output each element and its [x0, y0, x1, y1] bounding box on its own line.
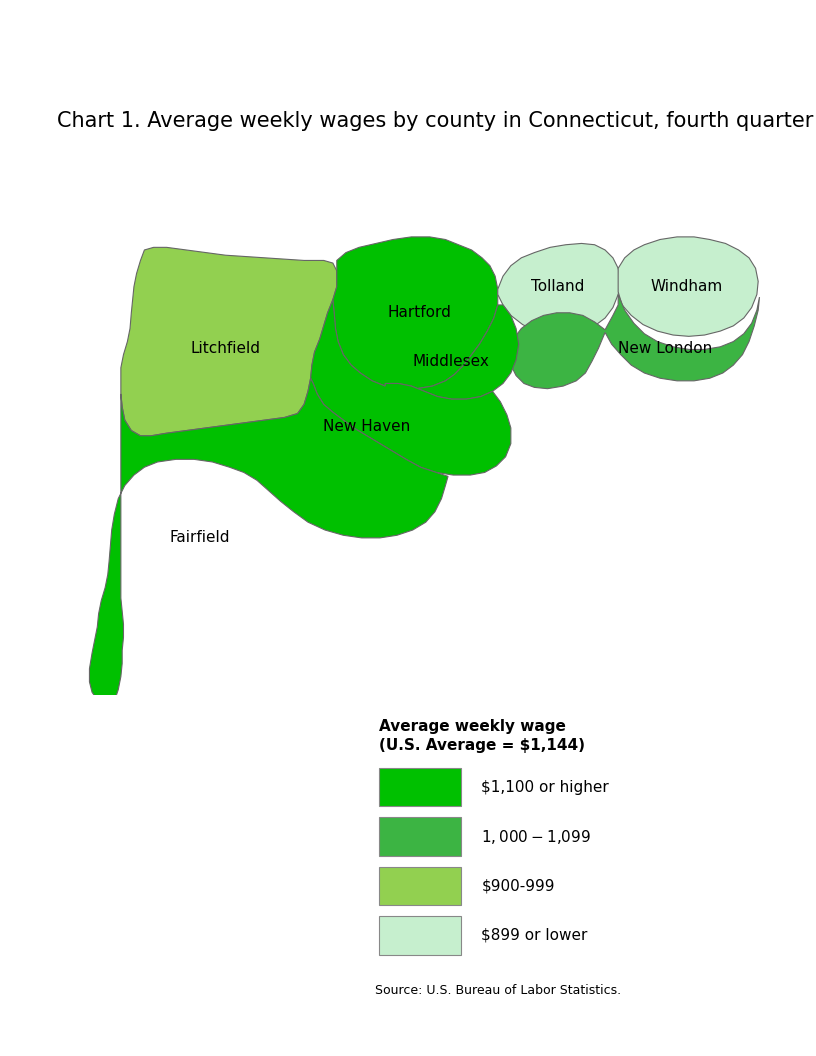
Text: Fairfield: Fairfield	[169, 530, 229, 545]
Text: $1,000-$1,099: $1,000-$1,099	[481, 828, 592, 846]
Polygon shape	[121, 247, 337, 436]
Text: Middlesex: Middlesex	[412, 354, 489, 369]
Polygon shape	[509, 295, 760, 389]
Polygon shape	[311, 300, 511, 475]
Text: New London: New London	[619, 341, 712, 356]
Text: Windham: Windham	[650, 279, 722, 295]
Text: $900-999: $900-999	[481, 879, 555, 893]
Text: Source: U.S. Bureau of Labor Statistics.: Source: U.S. Bureau of Labor Statistics.	[375, 984, 622, 997]
Text: Tolland: Tolland	[531, 279, 584, 295]
Text: New Haven: New Haven	[323, 419, 410, 434]
Bar	[379, 817, 461, 855]
Polygon shape	[619, 237, 758, 337]
Text: Hartford: Hartford	[388, 305, 451, 320]
Text: Average weekly wage
(U.S. Average = $1,144): Average weekly wage (U.S. Average = $1,1…	[379, 718, 585, 753]
Text: Chart 1. Average weekly wages by county in Connecticut, fourth quarter 2018: Chart 1. Average weekly wages by county …	[57, 111, 816, 131]
Text: Litchfield: Litchfield	[191, 341, 260, 356]
Bar	[379, 867, 461, 905]
Bar	[379, 768, 461, 807]
Bar	[379, 917, 461, 955]
Text: $899 or lower: $899 or lower	[481, 928, 588, 943]
Polygon shape	[90, 378, 448, 705]
Polygon shape	[385, 305, 519, 399]
Polygon shape	[498, 244, 621, 334]
Text: $1,100 or higher: $1,100 or higher	[481, 779, 610, 795]
Polygon shape	[333, 237, 498, 389]
